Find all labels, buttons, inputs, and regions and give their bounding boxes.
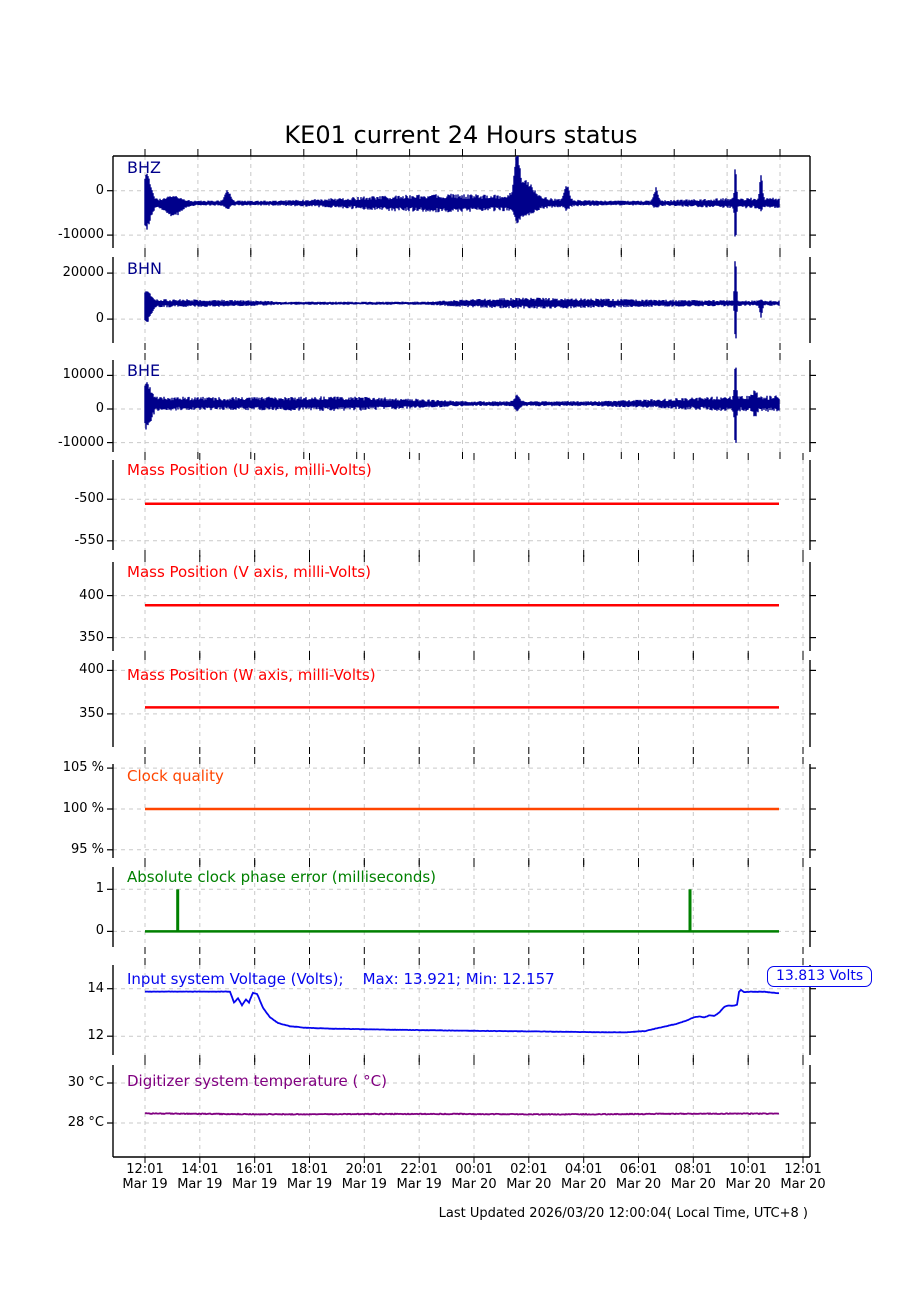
panel-mass_w <box>107 653 816 754</box>
last-updated: Last Updated 2026/03/20 12:00:04( Local … <box>438 1206 808 1221</box>
panel-bhn <box>107 250 816 350</box>
page-title: KE01 current 24 Hours status <box>284 121 638 149</box>
panel-bhz <box>107 149 816 255</box>
panel-phase <box>107 860 816 954</box>
panel-mass_u <box>107 453 816 557</box>
panel-temp <box>107 1058 816 1163</box>
panel-mass_v <box>107 555 816 658</box>
bhz-trace <box>144 156 780 237</box>
volt-trace <box>144 988 780 1034</box>
bhe-trace <box>144 367 780 443</box>
panel-bhe <box>107 353 816 459</box>
panel-volt <box>107 958 816 1062</box>
panel-clock <box>107 757 816 865</box>
temp-trace <box>144 1112 780 1116</box>
bhn-trace <box>144 261 780 339</box>
voltage-badge: 13.813 Volts <box>767 966 873 987</box>
